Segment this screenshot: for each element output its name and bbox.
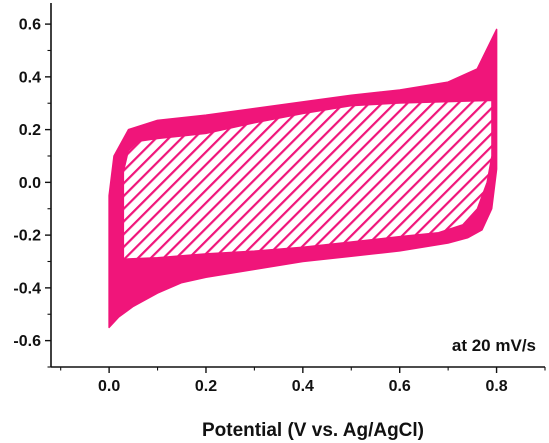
x-tick-label: 0.8 [485,378,507,395]
x-axis-label: Potential (V vs. Ag/AgCl) [202,420,424,441]
cv-inner-hatched-region [123,100,493,260]
y-tick-label: -0.6 [13,333,41,350]
y-tick-label: -0.4 [13,280,41,297]
y-tick-label: 0.6 [19,17,41,34]
x-tick-label: 0.4 [292,378,314,395]
axes: 0.6 0.4 0.2 0.0 -0.2 -0.4 -0.6 0.0 0.2 0.4 0.6 0.8 [13,3,546,395]
x-tick-label: 0.2 [195,378,217,395]
y-tick-label: 0.2 [19,122,41,139]
scan-rate-annotation: at 20 mV/s [452,336,536,355]
y-tick-label: 0.4 [19,69,41,86]
labels: Potential (V vs. Ag/AgCl) at 20 mV/s [202,336,536,441]
x-tick-label: 0.0 [98,378,120,395]
x-tick-label: 0.6 [389,378,411,395]
y-tick-label: 0.0 [19,175,41,192]
y-tick-label: -0.2 [13,228,41,245]
plot-area [108,28,498,329]
